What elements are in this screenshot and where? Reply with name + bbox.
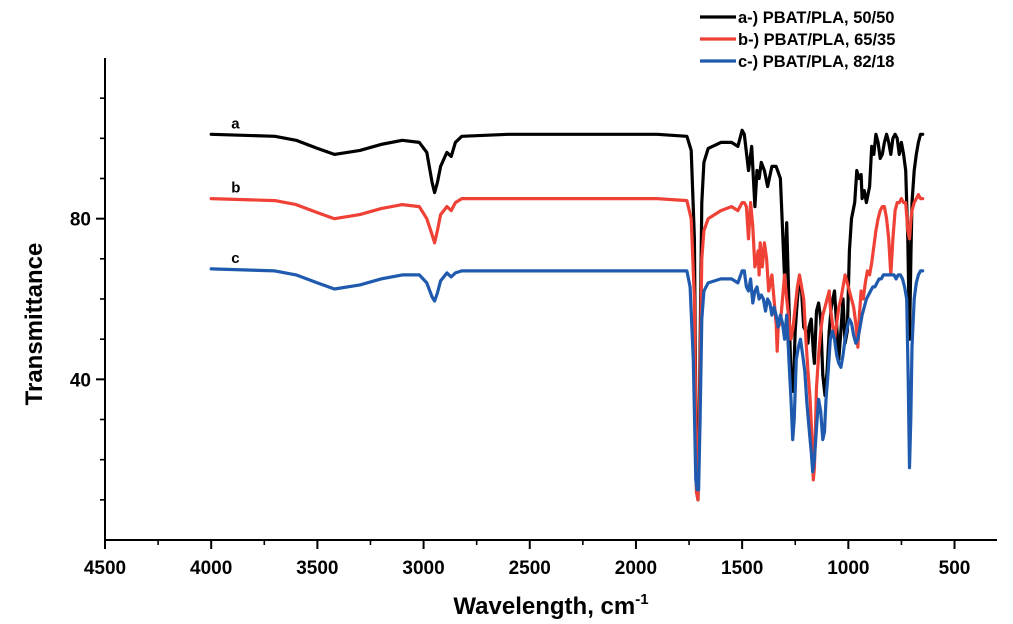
curve-label-b: b	[231, 180, 240, 197]
curve-label-a: a	[231, 115, 240, 132]
y-tick-label: 80	[70, 210, 91, 231]
x-tick-label: 3000	[402, 558, 444, 579]
x-axis-title: Wavelength, cm-1	[453, 591, 648, 620]
x-tick-label: 2500	[509, 558, 551, 579]
x-axis-title-superscript: -1	[635, 591, 648, 608]
labels-layer: a b c	[231, 115, 240, 267]
x-tick-label: 3500	[296, 558, 338, 579]
y-tick-label: 40	[70, 370, 91, 391]
legend: a-) PBAT/PLA, 50/50 b-) PBAT/PLA, 65/35 c-…	[700, 9, 895, 71]
x-axis-title-text: Wavelength, cm	[453, 593, 635, 620]
series-line-b	[209, 193, 925, 502]
legend-label-b: b-) PBAT/PLA, 65/35	[738, 31, 895, 49]
x-tick-label: 1500	[721, 558, 763, 579]
curve-label-c: c	[231, 250, 239, 267]
y-axis-title: Transmittance	[21, 243, 48, 406]
legend-label-c: c-) PBAT/PLA, 82/18	[738, 53, 894, 71]
x-tick-label: 4000	[190, 558, 232, 579]
series-layer	[209, 128, 925, 502]
x-tick-label: 500	[939, 558, 971, 579]
x-tick-label: 2000	[615, 558, 657, 579]
x-tick-label: 1000	[827, 558, 869, 579]
x-tick-label: 4500	[84, 558, 126, 579]
series-line-c	[209, 267, 925, 492]
axes-layer: 4500 4000 3500 3000 2500 2000 1500 1000 500 40 80 W…	[21, 58, 997, 620]
legend-label-a: a-) PBAT/PLA, 50/50	[738, 9, 894, 27]
